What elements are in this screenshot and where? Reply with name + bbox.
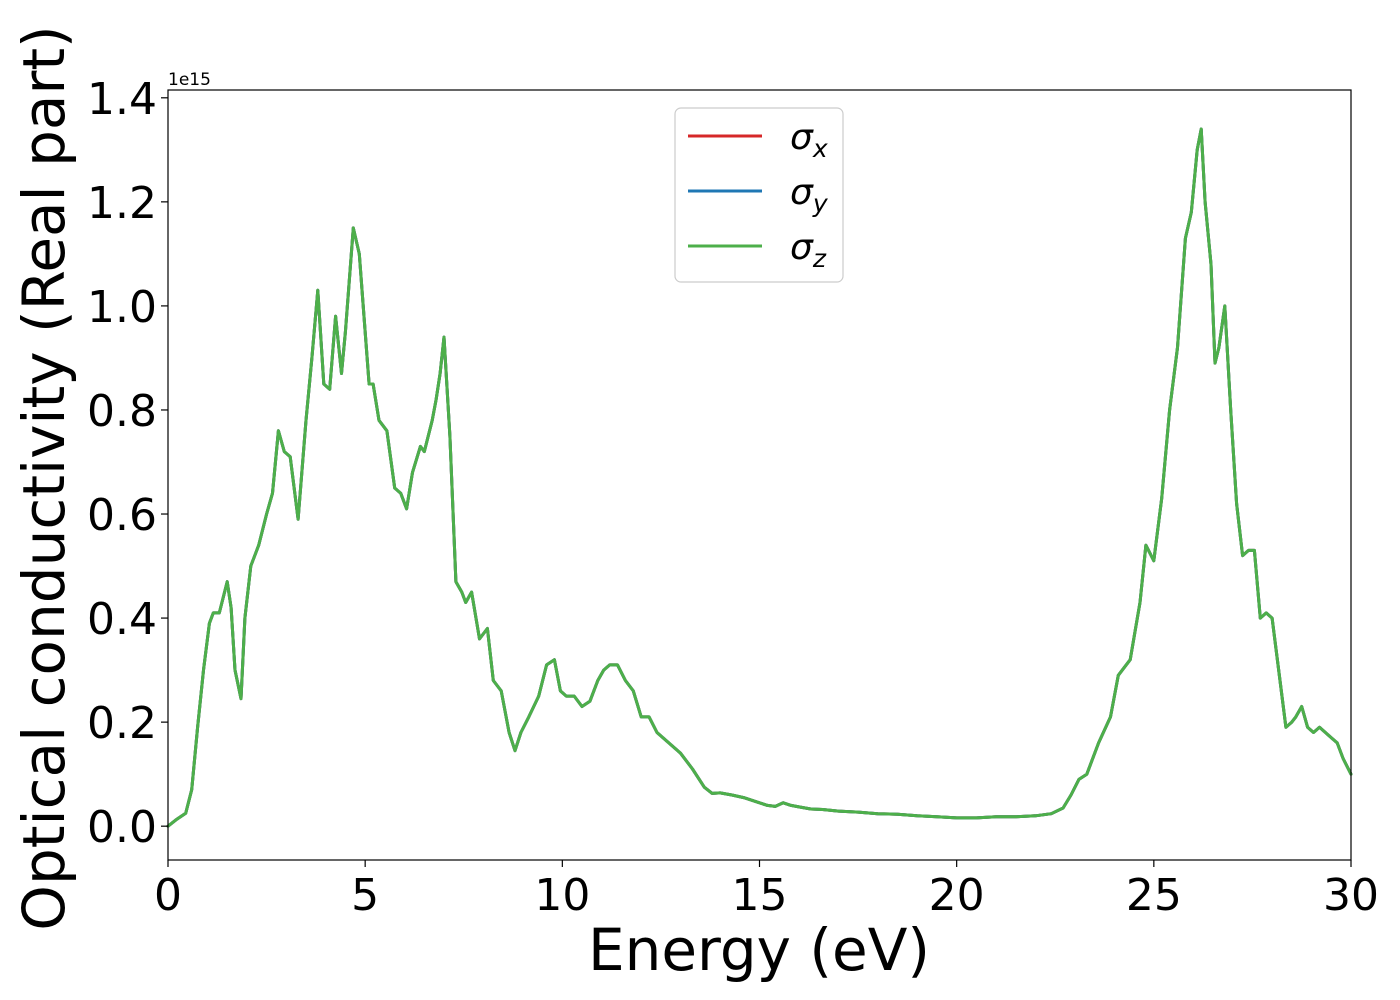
series-line-3	[166, 127, 1353, 828]
x-tick-label: 15	[732, 870, 788, 921]
x-tick-label: 20	[929, 870, 985, 921]
legend-label-3: σz	[790, 227, 827, 273]
series-layer	[166, 127, 1353, 828]
legend-label-2: σy	[790, 172, 829, 218]
x-tick-label: 10	[534, 870, 590, 921]
legend-label-1: σx	[790, 117, 828, 163]
x-tick-label: 30	[1323, 870, 1379, 921]
legend-box	[674, 107, 844, 283]
legend: σx σy σz	[674, 107, 844, 283]
y-tick-label: 0.4	[87, 594, 157, 645]
y-tick-label: 1.4	[87, 74, 157, 125]
y-tick-label: 0.8	[87, 386, 157, 437]
x-tick-label: 5	[351, 870, 379, 921]
y-tick-label: 1.0	[87, 282, 157, 333]
y-tick-label: 0.2	[87, 698, 157, 749]
x-tick-label: 25	[1126, 870, 1182, 921]
y-axis-label: Optical conductivity (Real part)	[10, 25, 78, 930]
x-axis: 0 5 10 15 20 25 30	[154, 860, 1379, 921]
x-tick-label: 0	[154, 870, 182, 921]
y-axis: 0.0 0.2 0.4 0.6 0.8 1.0 1.2 1.4	[87, 74, 168, 853]
x-axis-label: Energy (eV)	[588, 916, 930, 984]
y-tick-label: 1.2	[87, 178, 157, 229]
y-tick-label: 0.6	[87, 490, 157, 541]
y-offset-label: 1e15	[168, 70, 211, 90]
y-tick-label: 0.0	[87, 802, 157, 853]
